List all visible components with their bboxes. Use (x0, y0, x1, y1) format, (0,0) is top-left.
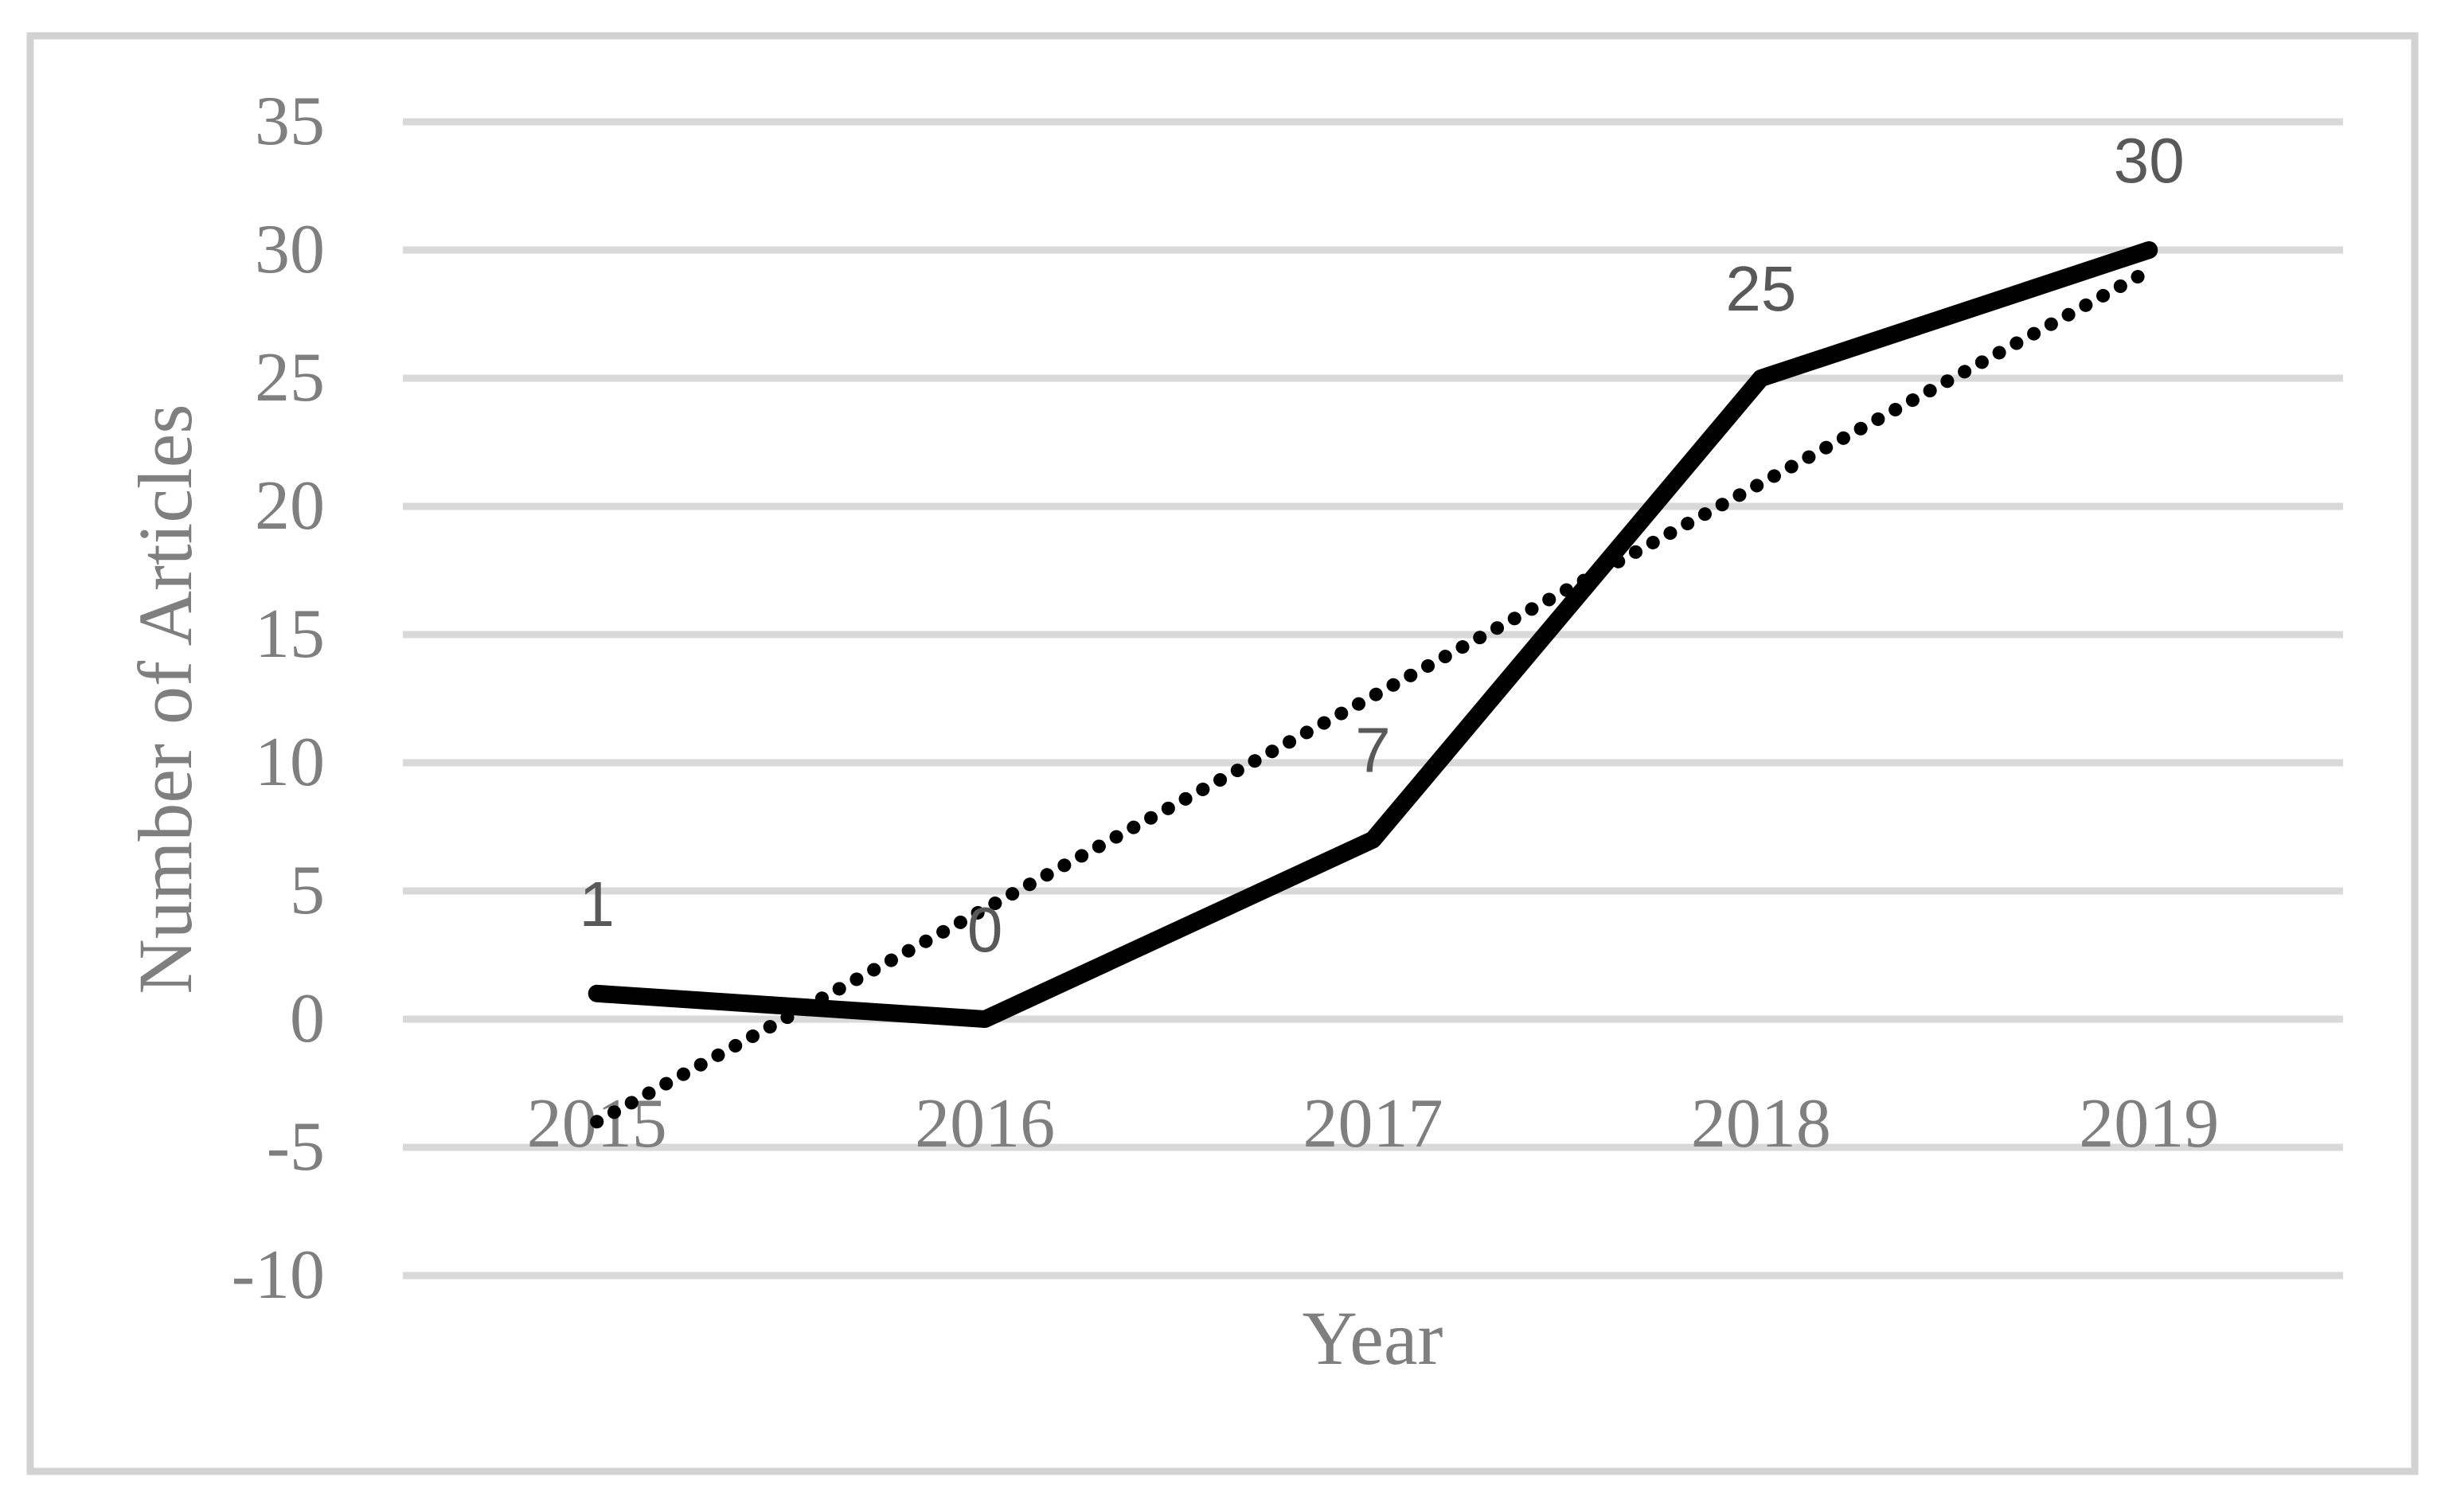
y-tick-label-25: 25 (255, 339, 325, 416)
chart-border-frame (26, 32, 2419, 1475)
series-data-labels: 1 0 7 25 30 (579, 125, 2184, 965)
data-label-2017: 7 (1355, 715, 1391, 786)
x-tick-label-2018: 2018 (1691, 1085, 1831, 1162)
x-tick-label-2017: 2017 (1303, 1085, 1443, 1162)
y-axis-tick-labels: 35 30 25 20 15 10 5 0 -5 -10 (232, 83, 325, 1314)
data-label-2016: 0 (967, 894, 1003, 965)
y-tick-label-0: 0 (290, 980, 325, 1057)
data-label-2018: 25 (1725, 253, 1796, 324)
y-tick-label-35: 35 (255, 83, 325, 160)
y-tick-label-30: 30 (255, 211, 325, 288)
data-label-2015: 1 (579, 869, 615, 940)
x-axis-title: Year (1303, 1295, 1443, 1381)
x-tick-label-2016: 2016 (915, 1085, 1055, 1162)
series-lines (588, 241, 2158, 1129)
x-tick-label-2019: 2019 (2079, 1085, 2219, 1162)
data-label-2019: 30 (2114, 125, 2185, 196)
y-tick-label--5: -5 (267, 1108, 325, 1186)
y-tick-label-15: 15 (255, 596, 325, 673)
linear-trendline (590, 264, 2156, 1129)
y-tick-label-10: 10 (255, 724, 325, 801)
y-tick-label--10: -10 (232, 1237, 325, 1314)
articles-series-line (588, 241, 2158, 1028)
y-axis-title: Number of Articles (123, 404, 208, 994)
y-tick-label-20: 20 (255, 467, 325, 545)
y-gridlines (403, 118, 2343, 1280)
y-tick-label-5: 5 (290, 852, 325, 929)
